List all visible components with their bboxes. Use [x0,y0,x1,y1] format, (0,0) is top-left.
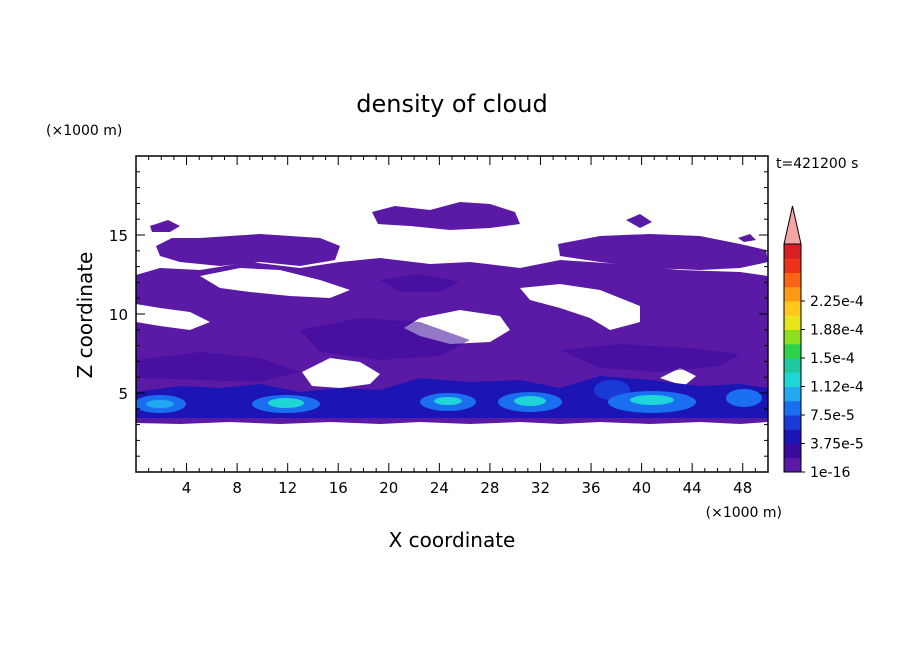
clear-gap-5 [302,358,380,388]
x-tick-label: 20 [379,479,398,497]
colorbar-label: 1e-16 [810,465,850,481]
x-tick-label: 44 [683,479,702,497]
cloud-region-upper-left [156,234,340,266]
colorbar-swatch [784,429,801,444]
cloud-fragment-2 [626,214,652,228]
colorbar-swatch [784,315,801,330]
cloud-region-top [372,202,520,230]
colorbar-label: 2.25e-4 [810,294,864,310]
dense-cores [136,380,762,413]
colorbar-swatch [784,329,801,345]
colorbar-swatch [784,301,801,316]
colorbar-label: 3.75e-5 [810,437,864,453]
colorbar: 1e-16 3.75e-5 7.5e-5 1.12e-4 1.5e-4 1.88e-4 2.… [783,205,864,481]
cloud-layer-dark-2 [380,274,460,292]
cloud-region-upper-right [558,234,768,270]
y-axis-label: Z coordinate [73,252,97,379]
chart-title: density of cloud [356,90,547,118]
colorbar-swatch [784,358,801,373]
clear-gap-1 [136,304,210,330]
time-label: t=421200 s [776,156,858,172]
colorbar-label: 1.88e-4 [810,323,864,339]
y-tick-label: 10 [109,306,128,324]
cloud-fragment-1 [150,220,180,232]
colorbar-extend-arrow [783,205,802,245]
cloud-layer-dark-3 [136,352,300,382]
x-tick-label: 40 [632,479,651,497]
colorbar-swatch [784,286,801,302]
colorbar-swatch [784,244,801,259]
clear-gap-4 [520,284,640,330]
x-tick-label: 36 [581,479,600,497]
y-axis-ticks: 5 10 15 [109,171,768,457]
colorbar-label: 1.12e-4 [810,380,864,396]
x-unit-label: (×1000 m) [706,505,782,521]
x-axis-label: X coordinate [389,528,516,552]
colorbar-swatch [784,272,801,288]
colorbar-label: 7.5e-5 [810,408,855,424]
colorbar-swatch [784,372,801,387]
colorbar-swatch [784,343,801,359]
x-tick-label: 48 [733,479,752,497]
x-tick-label: 16 [329,479,348,497]
cloud-fragment-3 [738,234,756,242]
colorbar-swatch [784,415,801,430]
x-tick-label: 12 [278,479,297,497]
clear-gap-2 [200,268,350,298]
y-tick-label: 5 [118,385,128,403]
y-unit-label: (×1000 m) [46,123,122,139]
cloud-layer-dark-1 [300,318,470,360]
y-tick-label: 15 [109,227,128,245]
x-tick-label: 28 [480,479,499,497]
colorbar-swatch [784,457,801,473]
x-tick-label: 4 [182,479,192,497]
colorbar-label: 1.5e-4 [810,351,855,367]
colorbar-swatch [784,443,801,459]
x-tick-label: 8 [232,479,242,497]
colorbar-swatch [784,386,801,402]
plot-area [136,156,768,472]
x-tick-label: 32 [531,479,550,497]
colorbar-swatch [784,258,801,273]
x-tick-label: 24 [430,479,449,497]
clear-gap-6 [660,368,696,386]
colorbar-swatch [784,400,801,416]
cloud-layer-dark-4 [560,344,740,372]
x-axis-ticks: 4 8 12 16 20 24 28 32 36 40 44 48 [148,156,756,497]
